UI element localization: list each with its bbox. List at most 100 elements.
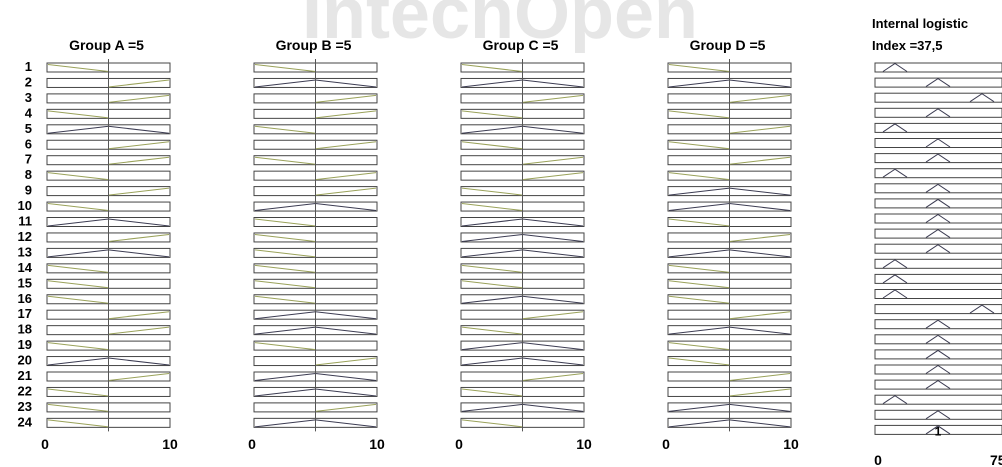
row-number-16: 16	[18, 291, 32, 306]
membership-right-17	[729, 311, 791, 320]
internal-peak-25	[925, 425, 951, 435]
internal-peak-20	[925, 349, 951, 359]
membership-left-14	[47, 264, 109, 273]
membership-left-10	[461, 203, 523, 212]
internal-box-22	[874, 379, 1002, 390]
membership-left-18	[461, 326, 523, 335]
membership-right-12	[729, 233, 791, 242]
internal-peak-22	[925, 379, 951, 390]
membership-right-8	[522, 172, 584, 181]
group-c: Group C =5 0 10	[455, 37, 592, 452]
membership-left-15	[254, 280, 316, 289]
row-number-21: 21	[18, 368, 32, 383]
membership-left-14	[254, 264, 316, 273]
membership-right-18	[108, 326, 170, 335]
membership-left-13	[254, 249, 316, 258]
row-number-3: 3	[25, 90, 32, 105]
internal-box-11	[874, 213, 1002, 224]
membership-right-17	[522, 311, 584, 320]
membership-right-5	[729, 125, 791, 134]
internal-box-15	[874, 273, 1002, 284]
membership-right-2	[108, 79, 170, 88]
internal-box-8	[874, 168, 1002, 179]
membership-left-16	[254, 295, 316, 304]
group-title: Group C =5	[483, 37, 559, 53]
internal-box-1	[874, 62, 1002, 73]
axis-max-label: 10	[783, 436, 799, 452]
membership-left-15	[47, 280, 109, 289]
row-number-5: 5	[25, 121, 32, 136]
internal-logistic-index: Internal logistic Index =37,5 1 0 75	[872, 16, 1002, 467]
row-number-17: 17	[18, 306, 32, 321]
internal-box-24	[874, 409, 1002, 420]
internal-box-7	[874, 153, 1002, 164]
membership-left-15	[461, 280, 523, 289]
membership-right-3	[315, 94, 377, 103]
axis-max-label: 10	[162, 436, 178, 452]
internal-box-25	[874, 424, 1002, 435]
watermark-text: IntechOpen	[302, 0, 698, 54]
internal-peak-8	[882, 168, 908, 178]
internal-axis-max: 75	[990, 452, 1002, 467]
internal-peak-2	[925, 77, 951, 88]
row-number-24: 24	[18, 414, 33, 429]
membership-left-4	[461, 110, 523, 119]
row-number-12: 12	[18, 229, 32, 244]
axis-min-label: 0	[662, 436, 670, 452]
internal-peak-24	[925, 410, 951, 420]
membership-left-4	[668, 110, 730, 119]
membership-right-21	[729, 373, 791, 381]
row-number-15: 15	[18, 275, 32, 290]
membership-right-22	[729, 388, 791, 397]
row-number-11: 11	[18, 214, 32, 229]
internal-peak-17	[969, 304, 995, 314]
membership-left-8	[668, 172, 730, 181]
internal-peak-5	[882, 123, 908, 133]
membership-left-16	[668, 295, 730, 304]
internal-peak-7	[925, 153, 951, 163]
internal-box-12	[874, 228, 1002, 239]
membership-right-23	[315, 403, 377, 412]
internal-box-14	[874, 258, 1002, 269]
internal-peak-18	[925, 319, 951, 329]
membership-right-8	[315, 172, 377, 181]
membership-left-19	[668, 342, 730, 351]
axis-min-label: 0	[248, 436, 256, 452]
membership-left-11	[668, 218, 730, 227]
membership-right-7	[522, 156, 584, 165]
row-number-2: 2	[25, 74, 32, 89]
internal-box-6	[874, 138, 1002, 148]
internal-peak-6	[925, 138, 951, 148]
membership-right-21	[108, 373, 170, 381]
internal-axis-min: 0	[874, 452, 882, 467]
membership-left-1	[461, 64, 523, 72]
row-number-22: 22	[18, 383, 32, 398]
membership-left-20	[668, 357, 730, 366]
membership-left-19	[47, 342, 109, 351]
internal-box-18	[874, 319, 1002, 330]
axis-min-label: 0	[41, 436, 49, 452]
membership-right-7	[108, 156, 170, 165]
membership-left-6	[668, 141, 730, 150]
membership-left-1	[668, 64, 730, 72]
internal-peak-11	[925, 213, 951, 223]
row-number-6: 6	[25, 136, 32, 151]
membership-right-21	[522, 373, 584, 381]
group-d: Group D =5 0 10	[662, 37, 799, 452]
internal-peak-label: 1	[935, 424, 942, 438]
internal-box-23	[874, 394, 1002, 405]
membership-left-11	[254, 218, 316, 227]
membership-right-7	[729, 156, 791, 165]
row-number-4: 4	[25, 105, 33, 120]
membership-left-1	[47, 64, 109, 72]
internal-peak-14	[882, 259, 908, 269]
internal-box-21	[874, 364, 1002, 375]
internal-peak-9	[925, 183, 951, 193]
membership-left-24	[461, 419, 523, 428]
row-number-7: 7	[25, 152, 32, 167]
row-number-18: 18	[18, 322, 32, 337]
membership-left-16	[47, 295, 109, 304]
